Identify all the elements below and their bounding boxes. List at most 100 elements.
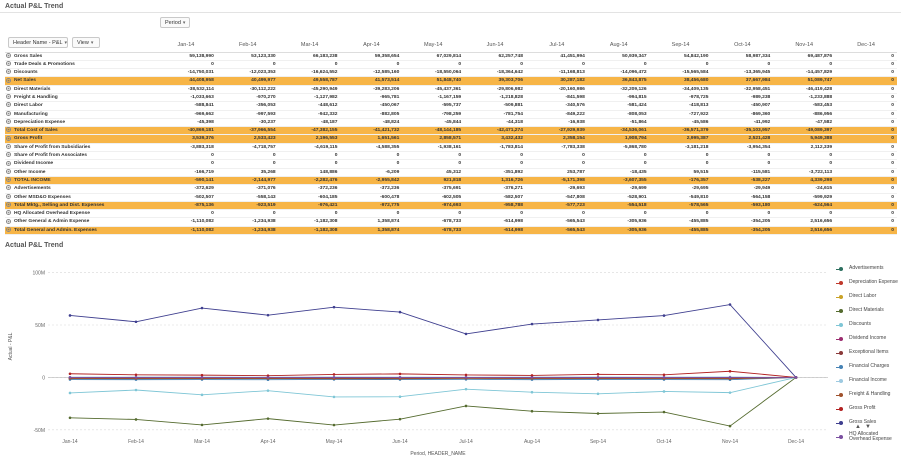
row-label[interactable]: + Advertisements [5,184,155,194]
row-label[interactable]: + Share of Profit from Subsidiaries [5,143,155,153]
row-label[interactable]: + Net Sales [5,76,155,86]
legend-item[interactable]: Financial Income [836,374,898,388]
column-header[interactable]: Nov-14 [773,38,836,53]
row-label[interactable]: + Direct Materials [5,85,155,95]
table-row[interactable]: + Gross Sales 59,138,990 53,123,330 66,183,2… [5,52,897,61]
table-row[interactable]: + Share of Profit from Associates 0 0 0 0 0 0 0 0… [5,151,897,161]
period-dropdown[interactable]: Period ▾ [160,17,190,28]
legend-item[interactable]: Depreciation Expense [836,276,898,290]
row-label[interactable]: + Total General and Admin. Expenses [5,226,155,236]
chart-legend[interactable]: Advertisements Depreciation Expense Direct… [836,262,898,444]
table-row[interactable]: + TOTAL INCOME -590,141 -2,144,977 -2,282,47… [5,176,897,186]
expand-icon[interactable]: + [6,218,11,224]
legend-item[interactable]: Gross Sales [836,416,898,430]
row-label[interactable]: + Total Cost of Sales [5,126,155,136]
expand-icon[interactable]: + [6,69,11,75]
expand-icon[interactable]: + [6,160,11,166]
table-row[interactable]: + Share of Profit from Subsidiaries -3,883… [5,143,897,153]
column-header[interactable]: Aug-14 [587,38,650,53]
row-label[interactable]: + Other Income [5,168,155,177]
column-header[interactable]: Sep-14 [649,38,712,53]
table-row[interactable]: + Other Income -166,719 35,268 148,886 -6,209… [5,168,897,177]
row-label[interactable]: + Gross Sales [5,52,155,61]
legend-item[interactable]: Dividend Income [836,332,898,346]
row-label[interactable]: + Dividend Income [5,159,155,169]
expand-icon[interactable]: + [6,226,11,232]
row-label[interactable]: + Freight & Handling [5,93,155,103]
table-row[interactable]: + Direct Materials -38,532,114 -30,112,222-… [5,85,897,95]
legend-scroll-up-icon[interactable]: ▲ [855,424,861,430]
row-label[interactable]: + Other MSD&O Expenses [5,193,155,202]
expand-icon[interactable]: + [6,177,11,183]
header-name-dropdown[interactable]: Header Name - P&L ▾ [8,37,68,48]
table-row[interactable]: + HQ Allocated Overhead Expense 0 0 0 0 0 0 0 0 0 0… [5,209,897,219]
expand-icon[interactable]: + [6,135,11,141]
expand-icon[interactable]: + [6,77,11,83]
column-header[interactable]: Apr-14 [340,38,403,53]
expand-icon[interactable]: + [6,185,11,191]
table-row[interactable]: + Other General & Admin Expense -1,110,082… [5,217,897,227]
expand-icon[interactable]: + [6,61,11,66]
expand-icon[interactable]: + [6,168,11,174]
column-header[interactable]: Jun-14 [464,38,526,53]
row-label[interactable]: + Other General & Admin Expense [5,217,155,227]
table-row[interactable]: + Total General and Admin. Expenses -1,110… [5,226,897,236]
table-row[interactable]: + Trade Deals & Promotions 0 0 0 0 0 0 0 0 0 0 0 0 [5,60,897,70]
legend-item[interactable]: HQ Allocated Overhead Expense [836,430,898,444]
expand-icon[interactable]: + [6,143,11,149]
row-label[interactable]: + HQ Allocated Overhead Expense [5,209,155,219]
row-label[interactable]: + Gross Profit [5,134,155,144]
expand-icon[interactable]: + [6,85,11,91]
legend-item[interactable]: Exceptional Items [836,346,898,360]
table-row[interactable]: + Other MSD&O Expenses -502,507 -558,143 -60… [5,193,897,202]
row-label[interactable]: + Discounts [5,68,155,78]
trend-chart-svg[interactable]: 100M 50M 0 -50M Actual - P&L Jan-14 Feb-14 Mar-… [0,248,901,461]
row-label[interactable]: + Share of Profit from Associates [5,151,155,161]
column-header[interactable]: Mar-14 [278,38,341,53]
expand-icon[interactable]: + [6,102,11,108]
expand-icon[interactable]: + [6,52,11,58]
view-dropdown[interactable]: View ▾ [72,37,100,48]
column-header[interactable]: Jan-14 [155,38,217,53]
table-row[interactable]: + Total Mktg., Selling and Dist. Expenses… [5,201,897,211]
legend-scroll-down-icon[interactable]: ▼ [864,424,871,430]
row-label[interactable]: + Direct Labor [5,101,155,111]
legend-item[interactable]: Direct Materials [836,304,898,318]
column-header[interactable]: Jul-14 [525,38,588,53]
expand-icon[interactable]: + [6,119,11,125]
column-header[interactable]: Oct-14 [711,38,774,53]
column-header[interactable]: Feb-14 [216,38,279,53]
expand-icon[interactable]: + [6,193,11,199]
row-label[interactable]: + Trade Deals & Promotions [5,60,155,70]
legend-item[interactable]: Financial Charges [836,360,898,374]
column-header[interactable]: May-14 [402,38,465,53]
expand-icon[interactable]: + [6,202,11,208]
legend-item[interactable]: Advertisements [836,262,898,276]
table-row[interactable]: + Net Sales 44,408,958 40,499,977 49,558,787… [5,76,897,86]
legend-item[interactable]: Freight & Handling [836,388,898,402]
table-row[interactable]: + Advertisements -372,629 -371,076 -372,236-… [5,184,897,194]
table-row[interactable]: + Dividend Income 0 0 0 0 0 0 0 0 0 0 0 0 [5,159,897,169]
expand-icon[interactable]: + [6,110,11,116]
trend-chart[interactable]: 100M 50M 0 -50M Actual - P&L Jan-14 Feb-14 Mar-… [0,248,901,461]
row-label[interactable]: + Manufacturing [5,110,155,119]
row-label[interactable]: + Total Mktg., Selling and Dist. Expenses [5,201,155,211]
table-row[interactable]: + Gross Profit 3,539,376 2,533,423 2,196,553… [5,134,897,144]
table-row[interactable]: + Total Cost of Sales -40,869,181 -37,966,5… [5,126,897,136]
expand-icon[interactable]: + [6,210,11,216]
expand-icon[interactable]: + [6,152,11,158]
table-row[interactable]: + Direct Labor -588,841 -356,053 -448,612 -45… [5,101,897,111]
legend-item[interactable]: Discounts [836,318,898,332]
legend-nav[interactable]: ▲ ▼ [855,424,875,430]
expand-icon[interactable]: + [6,127,11,133]
table-row[interactable]: + Freight & Handling -1,033,663 -970,270 -1,… [5,93,897,103]
column-header[interactable]: Dec-14 [835,38,897,53]
table-row[interactable]: + Discounts -14,750,031 -12,023,353 -16,624,… [5,68,897,78]
table-row[interactable]: + Manufacturing -969,662 -997,593 -942,332 -8… [5,110,897,119]
row-label[interactable]: + Depreciation Expense [5,118,155,128]
expand-icon[interactable]: + [6,94,11,100]
legend-item[interactable]: Direct Labor [836,290,898,304]
row-label[interactable]: + TOTAL INCOME [5,176,155,186]
legend-item[interactable]: Gross Profit [836,402,898,416]
table-row[interactable]: + Depreciation Expense -45,398 -30,237 -48,1… [5,118,897,128]
